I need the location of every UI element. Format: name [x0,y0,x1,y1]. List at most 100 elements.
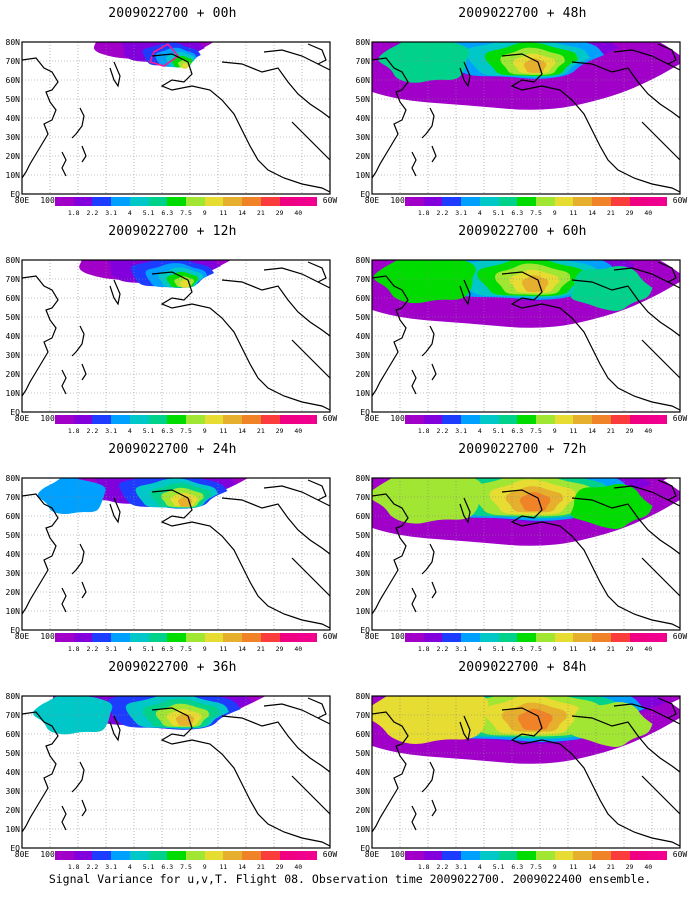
colorbar-label: 6.3 [511,209,524,217]
latitude-label: EQ [10,408,20,417]
colorbar-swatch [554,851,574,860]
colorbar-label: 7.5 [180,863,192,871]
colorbar-label: 1.8 [67,645,80,653]
colorbar-label: 1.8 [417,427,430,435]
colorbar-swatch [129,197,150,206]
latitude-label: 30N [6,569,21,578]
colorbar-swatch [423,415,443,424]
colorbar-label: 14 [588,863,597,871]
colorbar-swatch [592,851,612,860]
colorbar-swatch [260,197,281,206]
colorbar-label: 1.8 [417,209,430,217]
colorbar-swatch [242,633,262,642]
colorbar-label: 40 [294,863,303,871]
colorbar-swatch [517,415,537,424]
latitude-label: 20N [6,152,21,161]
colorbar-label: 7.5 [180,427,192,435]
colorbar-swatch [111,197,131,206]
colorbar-label: 29 [275,209,284,217]
latitude-label: 40N [6,114,21,123]
colorbar-label: 11 [219,209,228,217]
colorbar-label: 6.3 [511,863,524,871]
map-plot: 80N70N60N50N40N30N20N10NEQ80E100E120E140… [6,256,338,423]
colorbar-swatch [298,197,318,206]
colorbar-label: 2.2 [86,863,99,871]
colorbar-swatch [461,851,481,860]
colorbar-swatch [423,851,443,860]
colorbar-swatch [73,415,93,424]
latitude-label: 60N [356,730,371,739]
colorbar-label: 11 [219,863,228,871]
colorbar-label: 5.1 [142,209,155,217]
colorbar-label: 11 [569,863,578,871]
colorbar-swatch [186,851,206,860]
colorbar-label: 5.1 [492,863,505,871]
longitude-label: 100E [40,850,59,859]
colorbar-label: 4 [477,645,482,653]
colorbar-swatch [498,851,518,860]
latitude-label: 40N [356,332,371,341]
latitude-label: 10N [356,171,371,180]
latitude-label: 70N [356,711,371,720]
latitude-label: 30N [356,351,371,360]
longitude-label: 60W [673,632,688,641]
colorbar: 1.8 2.2 3.1 4 5.1 6.3 7.5 9 11 14 21 29 40 [405,851,668,871]
colorbar-swatch [498,197,518,206]
colorbar-swatch [442,851,462,860]
colorbar: 1.8 2.2 3.1 4 5.1 6.3 7.5 9 11 14 21 29 40 [55,415,318,435]
colorbar-label: 2.2 [86,209,99,217]
colorbar-swatch [223,851,243,860]
latitude-label: 10N [6,389,21,398]
colorbar-swatch [260,633,281,642]
longitude-label: 60W [673,196,688,205]
latitude-label: 50N [6,531,21,540]
colorbar-swatch [648,415,668,424]
colorbar-swatch [167,851,187,860]
colorbar-label: 9 [202,209,207,217]
colorbar-swatch [279,415,299,424]
colorbar-label: 29 [275,645,284,653]
latitude-label: 80N [356,38,371,47]
colorbar-label: 9 [552,209,557,217]
colorbar-swatch [629,851,649,860]
colorbar-label: 11 [569,645,578,653]
colorbar-swatch [186,415,206,424]
latitude-label: 10N [356,607,371,616]
map-panel: 2009022700 + 00h 80N 70N 60N 50N 40N 30N 20N 10N… [0,0,345,217]
colorbar-swatch [73,633,93,642]
colorbar-label: 14 [238,863,247,871]
longitude-label: 60W [323,632,338,641]
panel-title: 2009022700 + 48h [458,6,587,21]
colorbar-label: 21 [606,427,615,435]
longitude-label: 80E [365,414,380,423]
colorbar-label: 14 [588,427,597,435]
colorbar-swatch [242,415,262,424]
colorbar-label: 29 [625,645,634,653]
latitude-label: 30N [356,133,371,142]
colorbar-swatch [610,415,631,424]
latitude-label: 70N [356,57,371,66]
colorbar-swatch [204,851,224,860]
latitude-label: 40N [356,550,371,559]
colorbar-swatch [148,851,168,860]
colorbar-swatch [629,633,649,642]
colorbar-swatch [629,197,649,206]
colorbar-swatch [442,415,462,424]
latitude-label: 40N [356,768,371,777]
colorbar-swatch [111,415,131,424]
colorbar-label: 14 [238,427,247,435]
colorbar-label: 14 [238,645,247,653]
colorbar-swatch [279,633,299,642]
colorbar-label: 40 [644,427,653,435]
colorbar-swatch [92,197,112,206]
latitude-label: 20N [356,588,371,597]
colorbar-label: 7.5 [530,427,542,435]
latitude-label: EQ [10,844,20,853]
colorbar-label: 4 [477,863,482,871]
latitude-label: 60N [356,294,371,303]
colorbar-swatch [186,197,206,206]
colorbar-swatch [148,415,168,424]
colorbar-swatch [148,633,168,642]
colorbar-label: 9 [202,863,207,871]
